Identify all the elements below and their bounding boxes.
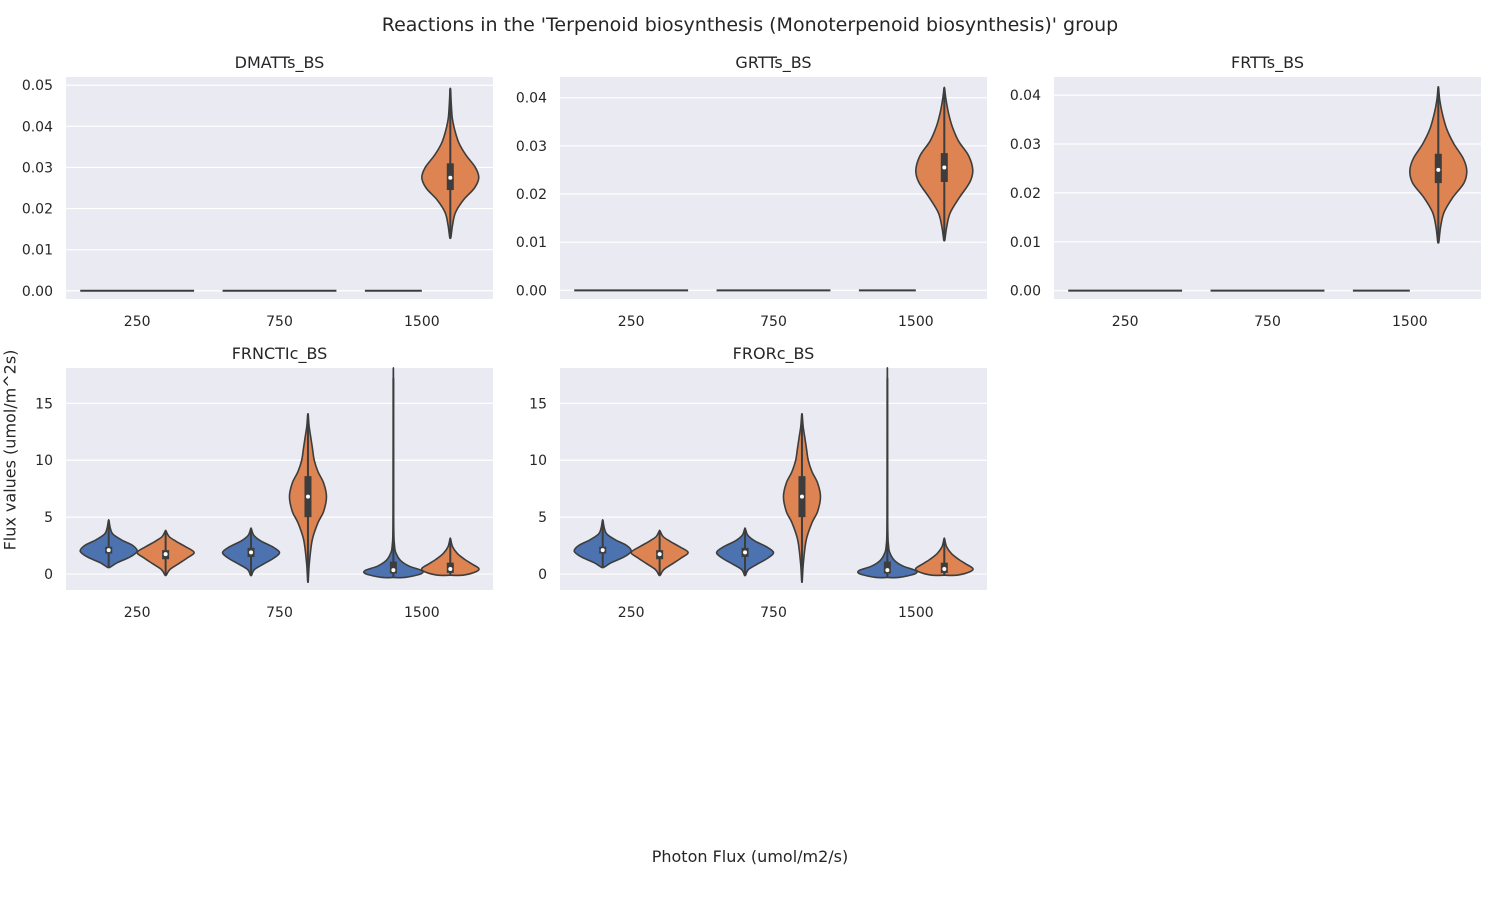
- y-tick-label: 0.00: [22, 284, 53, 300]
- violin-median: [305, 494, 310, 499]
- subplot-title: GRTTs_BS: [735, 53, 811, 73]
- y-tick-label: 0.02: [22, 202, 53, 218]
- y-tick-label: 0.01: [1010, 235, 1041, 251]
- x-tick-label: 750: [760, 314, 787, 330]
- violin-median: [391, 568, 396, 573]
- y-tick-label: 0.04: [516, 91, 547, 107]
- violin-median: [942, 566, 947, 571]
- subplot-FRTTs_BS: 0.00 0.01 0.02 0.03 0.04 250 750 1500 FRTTs_BS: [1010, 53, 1481, 330]
- y-tick-label: 0.04: [22, 119, 53, 135]
- x-tick-label: 1500: [898, 605, 934, 621]
- subplot-title: DMATTs_BS: [235, 53, 325, 73]
- figure-title: Reactions in the 'Terpenoid biosynthesis…: [381, 14, 1119, 36]
- subplot-FRORc_BS: 0 5 10 15 250 750 1500 FRORc_BS: [529, 344, 987, 621]
- violin-median: [106, 548, 111, 553]
- subplot-title: FRNCTIc_BS: [232, 344, 328, 364]
- y-tick-label: 0.00: [516, 283, 547, 299]
- y-tick-label: 10: [35, 453, 53, 469]
- x-tick-label: 750: [760, 605, 787, 621]
- x-tick-label: 750: [266, 605, 293, 621]
- violin-median: [1436, 167, 1441, 172]
- violin-iqr-box: [389, 561, 397, 574]
- y-tick-label: 0.01: [22, 243, 53, 259]
- violin-iqr-box: [883, 561, 891, 574]
- panel-background: [1054, 77, 1481, 299]
- y-tick-label: 5: [538, 510, 547, 526]
- x-tick-label: 250: [618, 314, 645, 330]
- x-tick-label: 1500: [404, 605, 440, 621]
- violin-median: [885, 568, 890, 573]
- violin-median: [448, 566, 453, 571]
- subplot-FRNCTIc_BS: 0 5 10 15 250 750 1500 FRNCTIc_BS: [35, 344, 493, 621]
- y-tick-label: 0.02: [1010, 186, 1041, 202]
- x-axis-label: Photon Flux (umol/m2/s): [651, 847, 849, 866]
- y-tick-label: 0.03: [22, 160, 53, 176]
- violin-median: [942, 165, 947, 170]
- subplot-GRTTs_BS: 0.00 0.01 0.02 0.03 0.04 250 750 1500 GRTTs_BS: [516, 53, 987, 330]
- subplot-title: FRTTs_BS: [1231, 53, 1304, 73]
- panel-background: [560, 77, 987, 299]
- y-tick-label: 15: [35, 396, 53, 412]
- violin-median: [799, 494, 804, 499]
- y-tick-label: 0.04: [1010, 88, 1041, 104]
- y-tick-label: 0.00: [1010, 284, 1041, 300]
- x-tick-label: 250: [124, 314, 151, 330]
- y-tick-label: 0.05: [22, 78, 53, 94]
- y-tick-label: 0.02: [516, 187, 547, 203]
- x-tick-label: 1500: [898, 314, 934, 330]
- violin-median: [743, 550, 748, 555]
- x-tick-label: 250: [1112, 314, 1139, 330]
- subplot-DMATTs_BS: 0.00 0.01 0.02 0.03 0.04 0.05 250 750 1500 DMATTs…: [22, 53, 493, 330]
- violin-median: [249, 550, 254, 555]
- x-tick-label: 750: [266, 314, 293, 330]
- y-axis-label: Flux values (umol/m^2s): [0, 349, 20, 551]
- x-tick-label: 250: [124, 605, 151, 621]
- violin-median: [657, 552, 662, 557]
- violin-median: [163, 552, 168, 557]
- y-tick-label: 0: [44, 567, 53, 583]
- subplot-title: FRORc_BS: [733, 344, 815, 364]
- y-tick-label: 15: [529, 396, 547, 412]
- y-tick-label: 0.01: [516, 235, 547, 251]
- x-tick-label: 1500: [404, 314, 440, 330]
- panel-background: [66, 77, 493, 299]
- y-tick-label: 0.03: [516, 139, 547, 155]
- y-tick-label: 0: [538, 567, 547, 583]
- x-tick-label: 1500: [1392, 314, 1428, 330]
- violin-median: [448, 175, 453, 180]
- x-tick-label: 250: [618, 605, 645, 621]
- y-tick-label: 5: [44, 510, 53, 526]
- y-tick-label: 10: [529, 453, 547, 469]
- violin-median: [600, 548, 605, 553]
- x-tick-label: 750: [1254, 314, 1281, 330]
- y-tick-label: 0.03: [1010, 137, 1041, 153]
